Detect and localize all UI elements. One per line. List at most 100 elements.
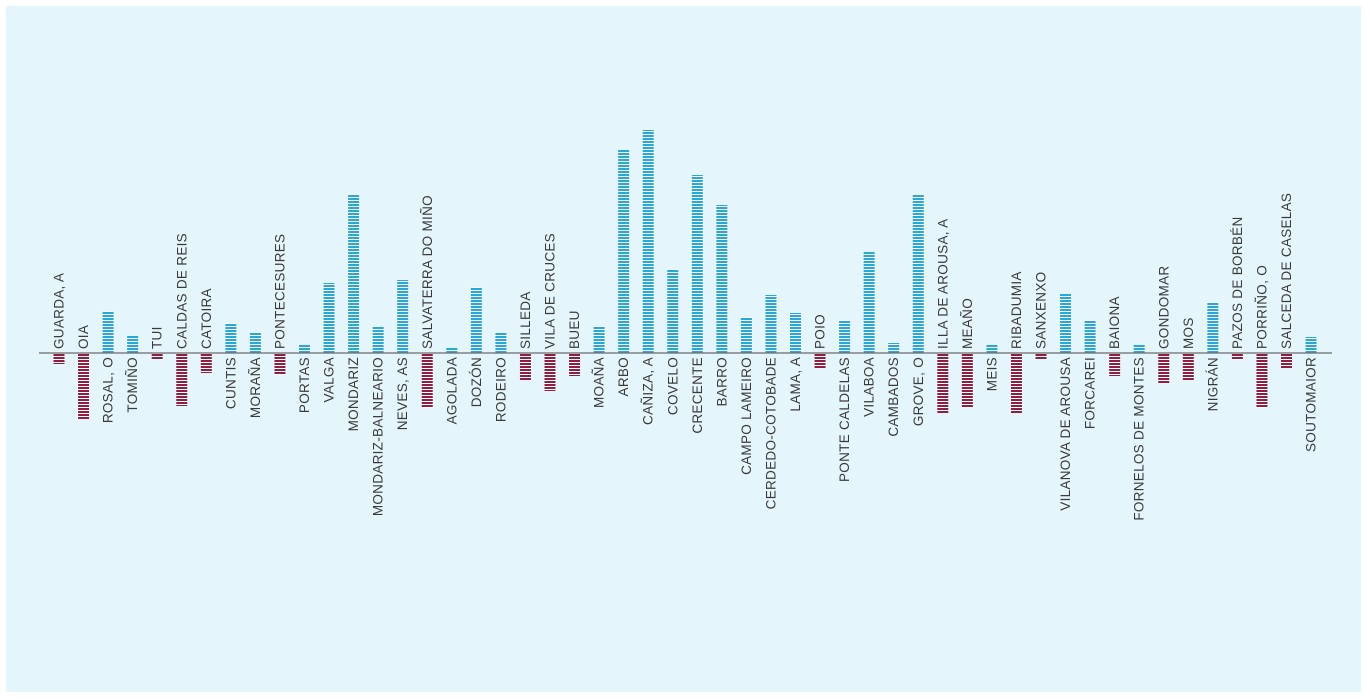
bar-17	[470, 287, 482, 353]
category-label-14: NEVES, AS	[395, 357, 410, 430]
category-label-22: MOAÑA	[592, 357, 607, 408]
bar-18	[495, 333, 507, 353]
bar-23	[618, 150, 630, 353]
bar-35	[912, 194, 924, 353]
category-label-0: GUARDA, A	[52, 273, 67, 349]
chart-panel: GUARDA, A OIA ROSAL, O TOMIÑO TUI CALDAS DE R…	[6, 6, 1361, 692]
bar-32	[839, 320, 851, 353]
bar-41	[1060, 294, 1072, 353]
bar-25	[667, 269, 679, 353]
bar-27	[716, 205, 728, 353]
category-label-46: MOS	[1181, 317, 1196, 349]
category-label-27: BARRO	[714, 357, 729, 407]
category-label-45: GONDOMAR	[1156, 266, 1171, 349]
bar-50	[1281, 353, 1292, 368]
category-label-51: SOUTOMAIOR	[1304, 357, 1319, 452]
bar-37	[961, 353, 973, 407]
bar-44	[1133, 345, 1145, 353]
bar-11	[323, 283, 335, 353]
bar-10	[299, 345, 310, 353]
category-label-23: ARBO	[616, 357, 631, 396]
category-label-36: ILLA DE AROUSA, A	[935, 219, 950, 349]
bar-20	[544, 353, 556, 391]
bar-22	[593, 326, 605, 353]
bar-42	[1084, 320, 1096, 353]
category-label-1: OIA	[76, 325, 91, 349]
bar-1	[78, 353, 90, 419]
bar-chart: GUARDA, A OIA ROSAL, O TOMIÑO TUI CALDAS DE R…	[39, 130, 1332, 521]
category-label-9: PONTECESURES	[272, 234, 287, 349]
category-label-15: SALVATERRA DO MIÑO	[420, 195, 435, 349]
bar-9	[274, 353, 286, 375]
bar-33	[863, 252, 875, 353]
bar-49	[1256, 353, 1268, 408]
bar-15	[421, 353, 433, 408]
category-label-17: DOZÓN	[469, 357, 484, 407]
bar-5	[176, 353, 188, 406]
category-label-5: CALDAS DE REIS	[174, 233, 189, 349]
category-label-4: TUI	[150, 326, 165, 349]
category-label-34: CAMBADOS	[886, 357, 901, 437]
bar-8	[249, 333, 261, 353]
category-label-28: CAMPO LAMEIRO	[739, 357, 754, 475]
bar-24	[642, 130, 654, 353]
bar-48	[1231, 353, 1243, 360]
category-label-26: CRECENTE	[690, 357, 705, 434]
bar-34	[888, 343, 900, 353]
category-label-8: MORAÑA	[248, 357, 263, 418]
bar-30	[790, 313, 801, 353]
bar-39	[1010, 353, 1022, 413]
bar-16	[446, 348, 458, 353]
category-label-31: POIO	[813, 314, 828, 349]
category-label-47: NIGRÁN	[1205, 357, 1220, 411]
category-label-29: CERDEDO-COTOBADE	[763, 357, 778, 509]
bar-4	[151, 353, 163, 360]
category-label-38: MEIS	[984, 357, 999, 391]
bar-14	[397, 280, 409, 353]
bar-12	[348, 194, 360, 353]
bar-31	[814, 353, 826, 368]
category-label-48: PAZOS DE BORBÉN	[1230, 216, 1245, 349]
category-label-12: MONDARIZ	[346, 357, 361, 431]
bar-51	[1305, 337, 1317, 353]
bar-2	[102, 311, 114, 353]
bar-7	[225, 323, 237, 353]
bar-45	[1158, 353, 1170, 383]
bar-13	[372, 327, 384, 353]
category-label-33: VILABOA	[862, 357, 877, 417]
category-label-39: RIBADUMIA	[1009, 271, 1024, 349]
bar-40	[1035, 353, 1047, 360]
bar-6	[200, 353, 212, 373]
category-label-11: VALGA	[322, 357, 337, 403]
category-label-37: MEAÑO	[960, 298, 975, 349]
category-label-44: FORNELOS DE MONTES	[1132, 357, 1147, 521]
category-label-50: SALCEDA DE CASELAS	[1279, 193, 1294, 349]
category-label-16: AGOLADA	[444, 357, 459, 424]
bar-21	[569, 353, 581, 376]
category-label-21: BUEU	[567, 310, 582, 349]
bar-0	[53, 353, 65, 364]
category-label-43: BAIONA	[1107, 296, 1122, 349]
category-label-2: ROSAL, O	[101, 357, 116, 423]
bar-3	[127, 336, 139, 353]
bar-29	[765, 295, 777, 353]
bar-47	[1207, 302, 1219, 353]
bar-26	[691, 175, 703, 353]
category-label-18: RODEIRO	[493, 357, 508, 422]
category-label-40: SANXENXO	[1034, 272, 1049, 349]
category-label-30: LAMA, A	[788, 357, 803, 412]
bar-38	[986, 345, 998, 353]
bar-28	[740, 317, 752, 353]
category-label-42: FORCAREI	[1083, 357, 1098, 429]
category-label-6: CATOIRA	[199, 288, 214, 349]
bar-43	[1109, 353, 1121, 376]
bar-46	[1182, 353, 1194, 380]
bar-36	[937, 353, 949, 413]
category-label-13: MONDARIZ-BALNEARIO	[371, 357, 386, 516]
bar-19	[519, 353, 531, 380]
category-label-41: VILANOVA DE AROUSA	[1058, 357, 1073, 511]
category-label-35: GROVE, O	[911, 357, 926, 426]
category-label-25: COVELO	[665, 357, 680, 415]
category-label-20: VILA DE CRUCES	[543, 233, 558, 349]
category-label-10: PORTAS	[297, 357, 312, 413]
